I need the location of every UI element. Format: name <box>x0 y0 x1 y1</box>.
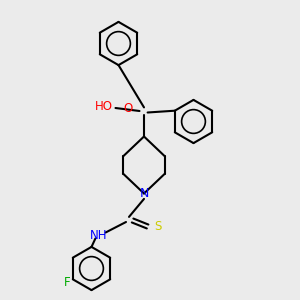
Text: N: N <box>139 187 149 200</box>
Text: O: O <box>123 102 132 115</box>
Text: F: F <box>64 276 70 289</box>
Text: S: S <box>154 220 162 233</box>
Text: NH: NH <box>90 229 108 242</box>
Text: HO: HO <box>94 100 112 113</box>
